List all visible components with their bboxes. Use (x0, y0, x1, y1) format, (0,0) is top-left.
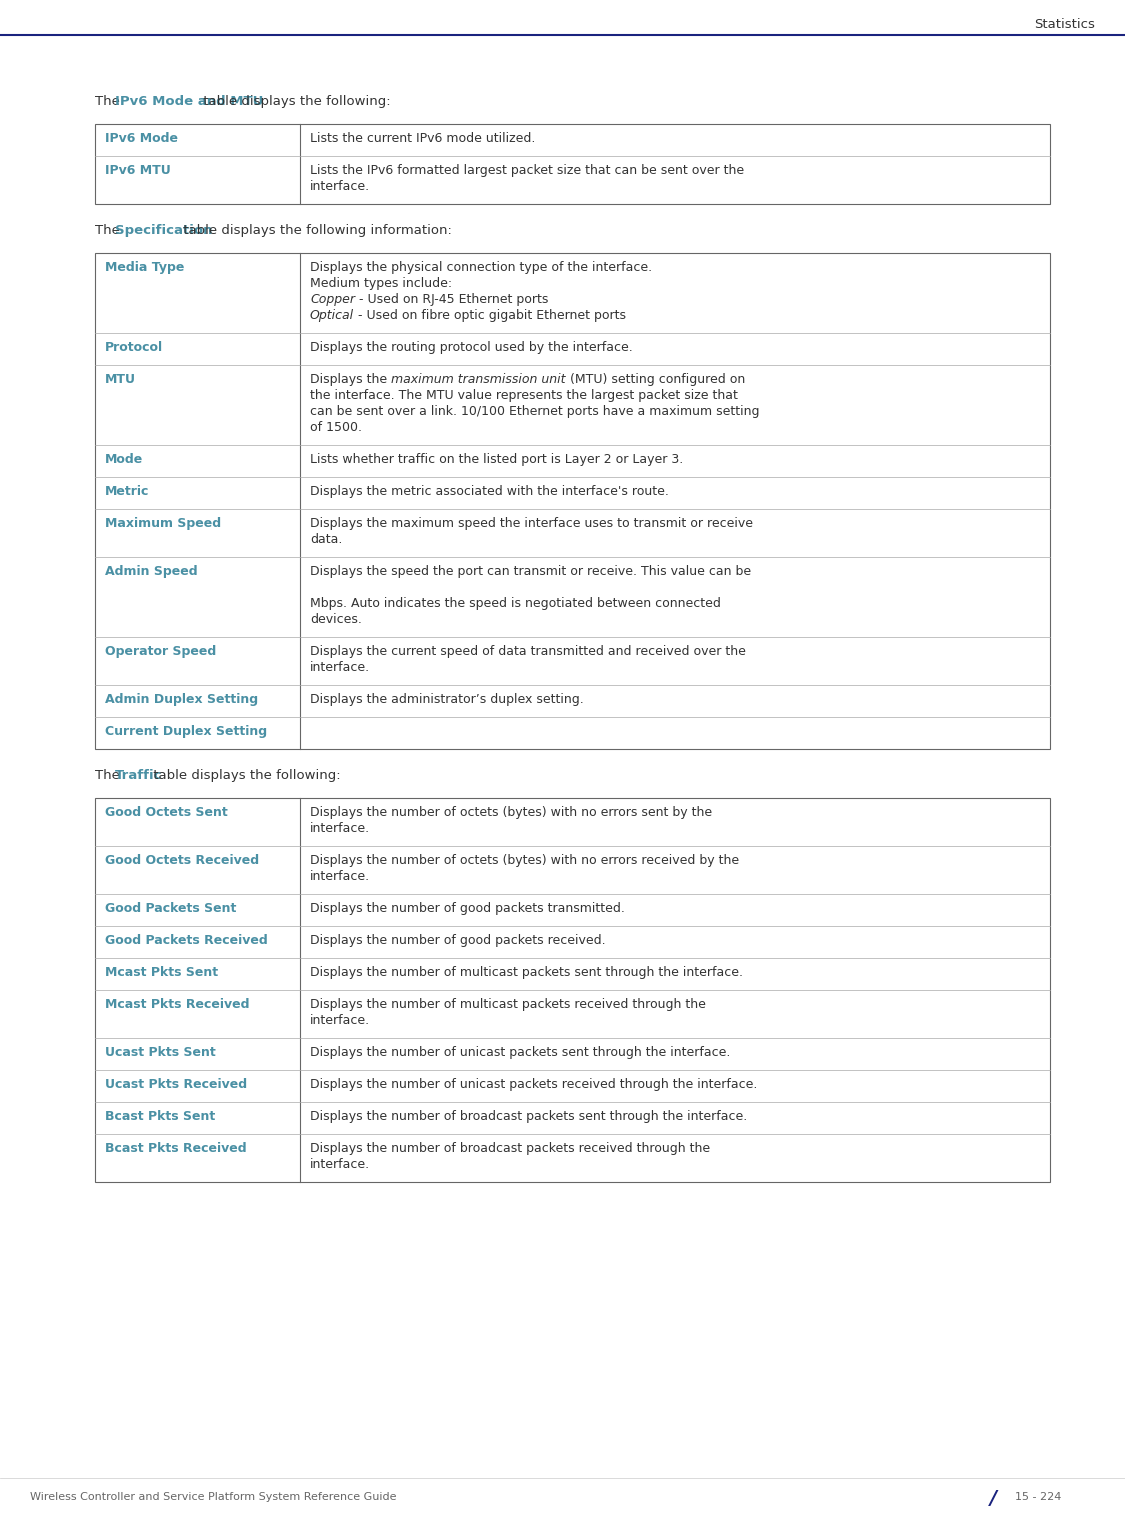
Text: Displays the number of unicast packets received through the interface.: Displays the number of unicast packets r… (310, 1078, 757, 1091)
Text: Good Octets Received: Good Octets Received (105, 855, 259, 867)
Text: Displays the speed the port can transmit or receive. This value can be: Displays the speed the port can transmit… (310, 565, 752, 578)
Text: Mcast Pkts Sent: Mcast Pkts Sent (105, 965, 218, 979)
Text: /: / (990, 1489, 997, 1507)
Text: Displays the number of good packets received.: Displays the number of good packets rece… (310, 934, 605, 947)
Text: Ucast Pkts Received: Ucast Pkts Received (105, 1078, 248, 1091)
Text: Specification: Specification (115, 225, 213, 237)
Text: - Used on RJ-45 Ethernet ports: - Used on RJ-45 Ethernet ports (356, 293, 548, 307)
Text: (MTU) setting configured on: (MTU) setting configured on (566, 373, 745, 386)
Text: - Used on fibre optic gigabit Ethernet ports: - Used on fibre optic gigabit Ethernet p… (354, 310, 627, 322)
Text: table displays the following:: table displays the following: (199, 96, 390, 108)
Text: interface.: interface. (310, 1014, 370, 1028)
Text: data.: data. (310, 533, 342, 546)
Text: Good Packets Sent: Good Packets Sent (105, 902, 236, 915)
Text: Bcast Pkts Received: Bcast Pkts Received (105, 1142, 246, 1155)
Text: table displays the following:: table displays the following: (150, 770, 341, 782)
Text: Displays the number of multicast packets sent through the interface.: Displays the number of multicast packets… (310, 965, 742, 979)
Text: Displays the number of unicast packets sent through the interface.: Displays the number of unicast packets s… (310, 1046, 730, 1060)
Text: interface.: interface. (310, 870, 370, 883)
Text: IPv6 MTU: IPv6 MTU (105, 164, 171, 178)
Text: MTU: MTU (105, 373, 136, 386)
Text: Admin Duplex Setting: Admin Duplex Setting (105, 694, 258, 706)
Bar (94, 124, 1050, 203)
Bar (94, 798, 1050, 1183)
Text: Displays the number of broadcast packets received through the: Displays the number of broadcast packets… (310, 1142, 710, 1155)
Text: interface.: interface. (310, 660, 370, 674)
Text: Optical: Optical (310, 310, 354, 322)
Text: the interface. The MTU value represents the largest packet size that: the interface. The MTU value represents … (310, 389, 738, 402)
Text: devices.: devices. (310, 613, 362, 625)
Text: Statistics: Statistics (1034, 18, 1095, 30)
Text: Lists the current IPv6 mode utilized.: Lists the current IPv6 mode utilized. (310, 132, 536, 146)
Text: of 1500.: of 1500. (310, 420, 362, 434)
Text: Displays the number of octets (bytes) with no errors sent by the: Displays the number of octets (bytes) wi… (310, 806, 712, 820)
Text: IPv6 Mode: IPv6 Mode (105, 132, 178, 146)
Text: Displays the number of good packets transmitted.: Displays the number of good packets tran… (310, 902, 624, 915)
Text: Displays the current speed of data transmitted and received over the: Displays the current speed of data trans… (310, 645, 746, 657)
Text: Displays the: Displays the (310, 373, 391, 386)
Text: Lists whether traffic on the listed port is Layer 2 or Layer 3.: Lists whether traffic on the listed port… (310, 452, 683, 466)
Text: Protocol: Protocol (105, 342, 163, 354)
Text: Lists the IPv6 formatted largest packet size that can be sent over the: Lists the IPv6 formatted largest packet … (310, 164, 744, 178)
Text: Copper: Copper (310, 293, 356, 307)
Text: Current Duplex Setting: Current Duplex Setting (105, 726, 267, 738)
Text: Wireless Controller and Service Platform System Reference Guide: Wireless Controller and Service Platform… (30, 1492, 396, 1501)
Text: Metric: Metric (105, 484, 150, 498)
Text: Displays the routing protocol used by the interface.: Displays the routing protocol used by th… (310, 342, 632, 354)
Text: Displays the administrator’s duplex setting.: Displays the administrator’s duplex sett… (310, 694, 584, 706)
Text: table displays the following information:: table displays the following information… (179, 225, 452, 237)
Text: interface.: interface. (310, 823, 370, 835)
Text: Operator Speed: Operator Speed (105, 645, 216, 657)
Text: Ucast Pkts Sent: Ucast Pkts Sent (105, 1046, 216, 1060)
Text: Mbps. Auto indicates the speed is negotiated between connected: Mbps. Auto indicates the speed is negoti… (310, 597, 721, 610)
Bar (94, 254, 1050, 748)
Text: Displays the physical connection type of the interface.: Displays the physical connection type of… (310, 261, 652, 275)
Text: Displays the maximum speed the interface uses to transmit or receive: Displays the maximum speed the interface… (310, 518, 753, 530)
Text: The: The (94, 770, 124, 782)
Text: 15 - 224: 15 - 224 (1015, 1492, 1061, 1501)
Text: Mode: Mode (105, 452, 143, 466)
Text: maximum transmission unit: maximum transmission unit (392, 373, 566, 386)
Text: Good Packets Received: Good Packets Received (105, 934, 268, 947)
Text: Maximum Speed: Maximum Speed (105, 518, 222, 530)
Text: The: The (94, 225, 124, 237)
Text: Traffic: Traffic (115, 770, 162, 782)
Text: can be sent over a link. 10/100 Ethernet ports have a maximum setting: can be sent over a link. 10/100 Ethernet… (310, 405, 759, 417)
Text: Displays the number of broadcast packets sent through the interface.: Displays the number of broadcast packets… (310, 1110, 747, 1123)
Text: Media Type: Media Type (105, 261, 184, 275)
Text: The: The (94, 96, 124, 108)
Text: Displays the number of octets (bytes) with no errors received by the: Displays the number of octets (bytes) wi… (310, 855, 739, 867)
Text: interface.: interface. (310, 181, 370, 193)
Text: Medium types include:: Medium types include: (310, 276, 452, 290)
Text: IPv6 Mode and MTU: IPv6 Mode and MTU (115, 96, 263, 108)
Text: Bcast Pkts Sent: Bcast Pkts Sent (105, 1110, 215, 1123)
Text: Admin Speed: Admin Speed (105, 565, 198, 578)
Text: Displays the metric associated with the interface's route.: Displays the metric associated with the … (310, 484, 669, 498)
Text: Good Octets Sent: Good Octets Sent (105, 806, 227, 820)
Text: Mcast Pkts Received: Mcast Pkts Received (105, 997, 250, 1011)
Text: interface.: interface. (310, 1158, 370, 1170)
Text: Displays the number of multicast packets received through the: Displays the number of multicast packets… (310, 997, 705, 1011)
